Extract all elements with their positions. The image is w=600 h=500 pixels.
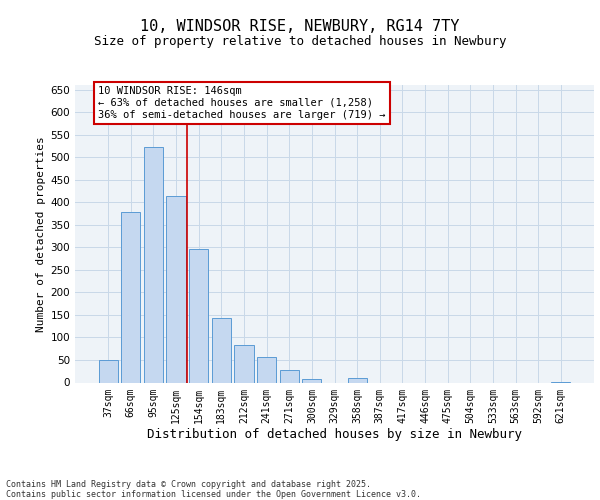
Bar [121,212,140,382]
Y-axis label: Number of detached properties: Number of detached properties [36,136,46,332]
Bar [166,196,186,382]
Bar [235,344,254,383]
X-axis label: Distribution of detached houses by size in Newbury: Distribution of detached houses by size … [147,428,522,441]
Bar [212,318,231,382]
Text: 10, WINDSOR RISE, NEWBURY, RG14 7TY: 10, WINDSOR RISE, NEWBURY, RG14 7TY [140,19,460,34]
Bar [302,379,322,382]
Bar [144,147,163,382]
Bar [347,378,367,382]
Bar [98,360,118,382]
Text: 10 WINDSOR RISE: 146sqm
← 63% of detached houses are smaller (1,258)
36% of semi: 10 WINDSOR RISE: 146sqm ← 63% of detache… [98,86,386,120]
Bar [257,358,276,382]
Bar [280,370,299,382]
Text: Contains HM Land Registry data © Crown copyright and database right 2025.
Contai: Contains HM Land Registry data © Crown c… [6,480,421,499]
Bar [189,248,208,382]
Text: Size of property relative to detached houses in Newbury: Size of property relative to detached ho… [94,35,506,48]
